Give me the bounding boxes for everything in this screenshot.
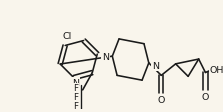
Text: F: F bbox=[73, 84, 78, 93]
Text: N: N bbox=[72, 78, 79, 87]
Text: O: O bbox=[202, 92, 209, 101]
Text: OH: OH bbox=[210, 66, 223, 74]
Text: O: O bbox=[158, 95, 165, 104]
Text: Cl: Cl bbox=[62, 32, 72, 41]
Text: N: N bbox=[102, 52, 109, 61]
Text: F: F bbox=[73, 92, 78, 101]
Text: F: F bbox=[73, 101, 78, 110]
Text: N: N bbox=[152, 62, 159, 71]
